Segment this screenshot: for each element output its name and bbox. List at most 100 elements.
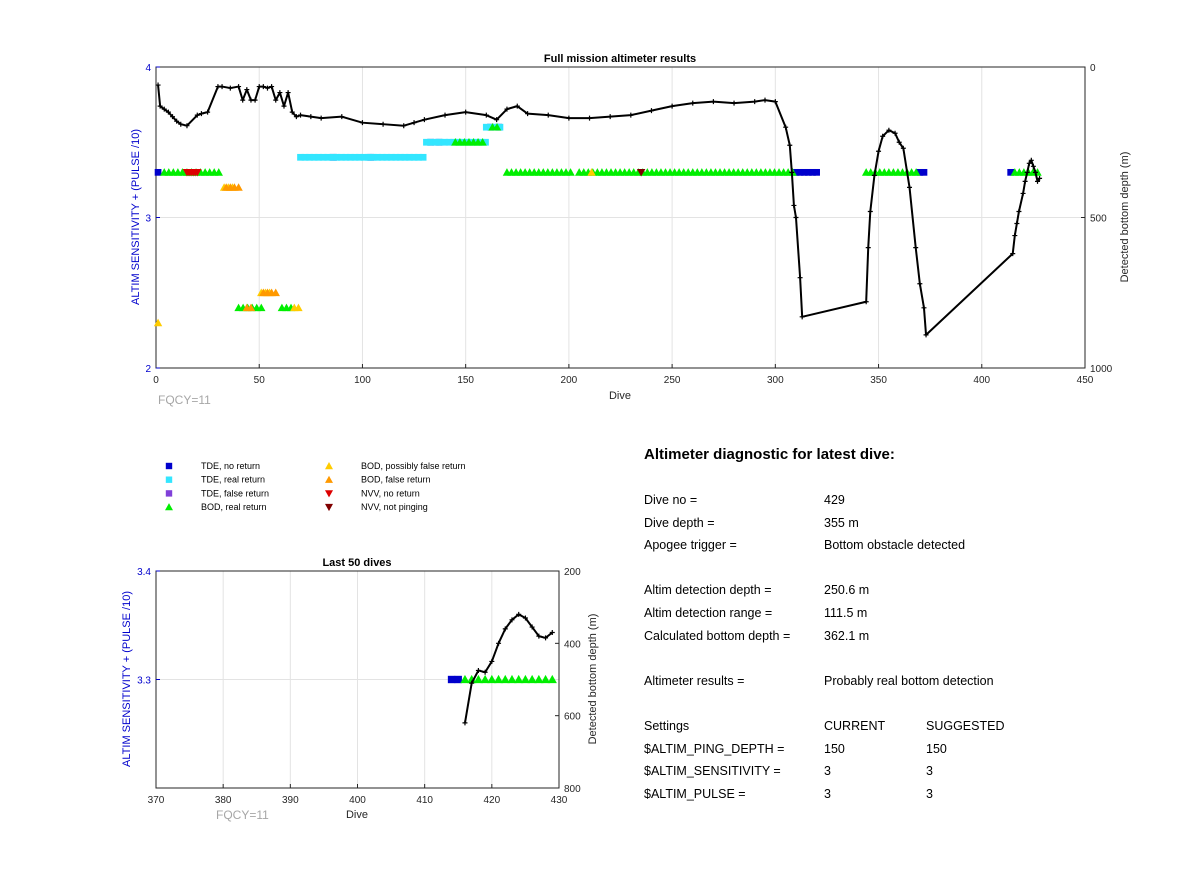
main-depth-point: [380, 121, 386, 127]
small-y-right-tick-label: 200: [564, 567, 581, 578]
main-depth-point: [293, 114, 299, 120]
main-y-right-tick-label: 500: [1090, 214, 1107, 225]
legend: TDE, no return TDE, real return TDE, false…: [165, 461, 466, 512]
main-depth-point: [799, 314, 805, 320]
small-bod-real-return-marker: [500, 674, 510, 684]
small-y-right-tick-label: 800: [564, 784, 581, 795]
small-x-tick-label: 410: [416, 795, 433, 806]
pulse-label: $ALTIM_PULSE =: [644, 786, 746, 801]
small-depth-point: [522, 615, 528, 621]
main-tde-real-return-marker: [297, 153, 304, 161]
small-ticks: 370 380 390 400 410 420 430 3.3 3.4 800 600 400 200: [137, 567, 581, 806]
small-depth-point: [529, 624, 535, 630]
small-bod-real-return-marker: [493, 674, 504, 684]
main-tde-real-return-marker: [383, 153, 391, 161]
small-depth-point: [496, 640, 502, 646]
settings-label: Settings: [644, 718, 690, 733]
main-depth-point: [318, 115, 324, 121]
main-tde-real-return-marker: [328, 153, 336, 161]
main-tde-real-return-marker: [397, 153, 404, 161]
main-bod-possibly-false-return-marker: [294, 303, 303, 312]
main-x-tick-label: 400: [973, 375, 990, 386]
legend-bod-false-return-label: BOD, false return: [361, 475, 431, 485]
legend-bod-real-return-marker: [165, 503, 173, 511]
main-depth-point: [871, 172, 877, 178]
main-tde-real-return-marker: [319, 153, 327, 161]
main-tde-no-return-marker: [1007, 168, 1015, 176]
main-tde-no-return-marker: [154, 168, 162, 176]
altim-detection-depth-row: Altim detection depth = 250.6 m: [644, 583, 1164, 606]
main-nvv-not-pinging-marker: [636, 168, 646, 177]
small-bod-real-return-marker: [520, 674, 531, 684]
main-depth-point: [1024, 169, 1030, 175]
main-depth-point: [797, 275, 803, 281]
small-x-tick-label: 390: [282, 795, 299, 806]
main-depth-point: [483, 112, 489, 118]
main-tde-real-return-marker: [410, 153, 418, 161]
small-bod-real-return-marker: [487, 674, 497, 684]
small-bod-real-return-marker: [527, 674, 537, 684]
settings-header-row: Settings CURRENT SUGGESTED: [644, 719, 1164, 742]
main-tde-real-return-marker: [356, 153, 363, 161]
small-y-right-tick-label: 400: [564, 639, 581, 650]
main-x-tick-label: 450: [1077, 375, 1094, 386]
small-fqcy-label: FQCY=11: [216, 808, 269, 822]
legend-nvv-no-return-marker: [325, 490, 333, 498]
altim-detection-range-label: Altim detection range =: [644, 605, 773, 620]
main-depth-point: [504, 106, 510, 112]
legend-bod-false-return-marker: [325, 475, 333, 483]
main-tde-real-return-marker: [324, 153, 332, 161]
main-bod-possibly-false-return-marker: [587, 168, 596, 176]
small-bod-real-return-marker: [480, 674, 490, 684]
main-depth-point: [752, 99, 758, 105]
main-depth-point: [170, 114, 176, 120]
main-marks: [153, 82, 1043, 338]
main-y-right-tick-label: 0: [1090, 63, 1096, 74]
main-x-tick-label: 300: [767, 375, 784, 386]
main-tde-real-return-marker: [365, 153, 372, 161]
main-chart-title: Full mission altimeter results: [544, 53, 696, 65]
main-depth-point: [791, 202, 797, 208]
main-depth-point: [1028, 157, 1034, 163]
main-depth-point: [277, 90, 283, 96]
main-tde-real-return-marker: [374, 153, 382, 161]
main-fqcy-label: FQCY=11: [158, 393, 211, 407]
main-depth-point: [731, 100, 737, 106]
main-depth-point: [264, 85, 270, 91]
main-tde-real-return-marker: [392, 153, 400, 161]
legend-bod-possibly-false-return-label: BOD, possibly false return: [361, 461, 466, 471]
main-depth-point: [525, 111, 531, 117]
main-depth-point: [269, 84, 275, 90]
legend-tde-false-return-marker: [165, 490, 173, 497]
pulse-suggested: 3: [926, 786, 933, 801]
main-tde-real-return-marker: [342, 153, 350, 161]
main-tde-real-return-marker: [310, 153, 318, 161]
calc-bottom-value: 362.1 m: [824, 628, 870, 643]
main-depth-point: [1022, 178, 1028, 184]
main-tde-real-return-marker: [315, 153, 323, 161]
main-tde-real-return-marker: [351, 153, 359, 161]
main-bod-real-return-marker: [214, 168, 223, 176]
small-depth-point: [469, 680, 475, 686]
sensitivity-row: $ALTIM_SENSITIVITY = 3 3: [644, 764, 1164, 787]
main-depth-point: [289, 109, 295, 115]
main-tde-real-return-marker: [427, 138, 435, 146]
dive-no-label: Dive no =: [644, 493, 698, 507]
main-tde-no-return-marker: [916, 168, 924, 176]
main-depth-point: [219, 84, 225, 90]
sensitivity-current: 3: [824, 764, 831, 779]
main-tde-real-return-marker: [333, 153, 341, 161]
dive-depth-label: Dive depth =: [644, 515, 715, 530]
main-tde-no-return-marker: [800, 168, 808, 176]
small-x-tick-label: 380: [215, 795, 232, 806]
dive-depth-row: Dive depth = 355 m: [644, 516, 1164, 539]
apogee-row: Apogee trigger = Bottom obstacle detecte…: [644, 538, 1164, 561]
sensitivity-suggested: 3: [926, 764, 933, 779]
main-y-tick-label: 2: [145, 364, 151, 375]
dive-depth-value: 355 m: [824, 515, 859, 530]
main-depth-line: [157, 84, 1041, 336]
main-tde-real-return-marker: [482, 123, 490, 131]
main-depth-point: [710, 99, 716, 105]
small-x-axis-label: Dive: [346, 809, 368, 821]
small-depth-point: [549, 629, 555, 635]
